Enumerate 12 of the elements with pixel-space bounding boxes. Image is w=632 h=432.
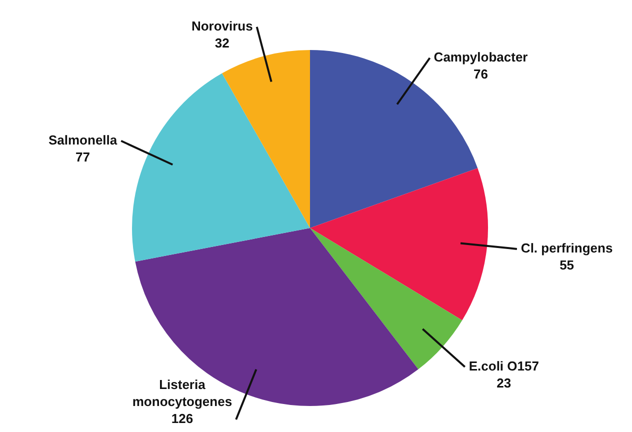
slice-label: Norovirus [191,18,253,34]
data-label: 23 [496,375,512,390]
data-label: 32 [214,35,230,50]
slice-label: E.coli O157 [468,358,539,374]
data-label: 76 [474,66,488,82]
slice-label: Listeria monocytogenes [132,377,232,410]
slice-label: Salmonella [48,132,118,148]
slice-label: Cl. perfringens [520,240,613,256]
slice-label: Campylobacter [434,50,528,65]
data-label: 126 [171,411,194,426]
data-label: 55 [560,258,574,273]
data-label: 77 [76,149,90,164]
